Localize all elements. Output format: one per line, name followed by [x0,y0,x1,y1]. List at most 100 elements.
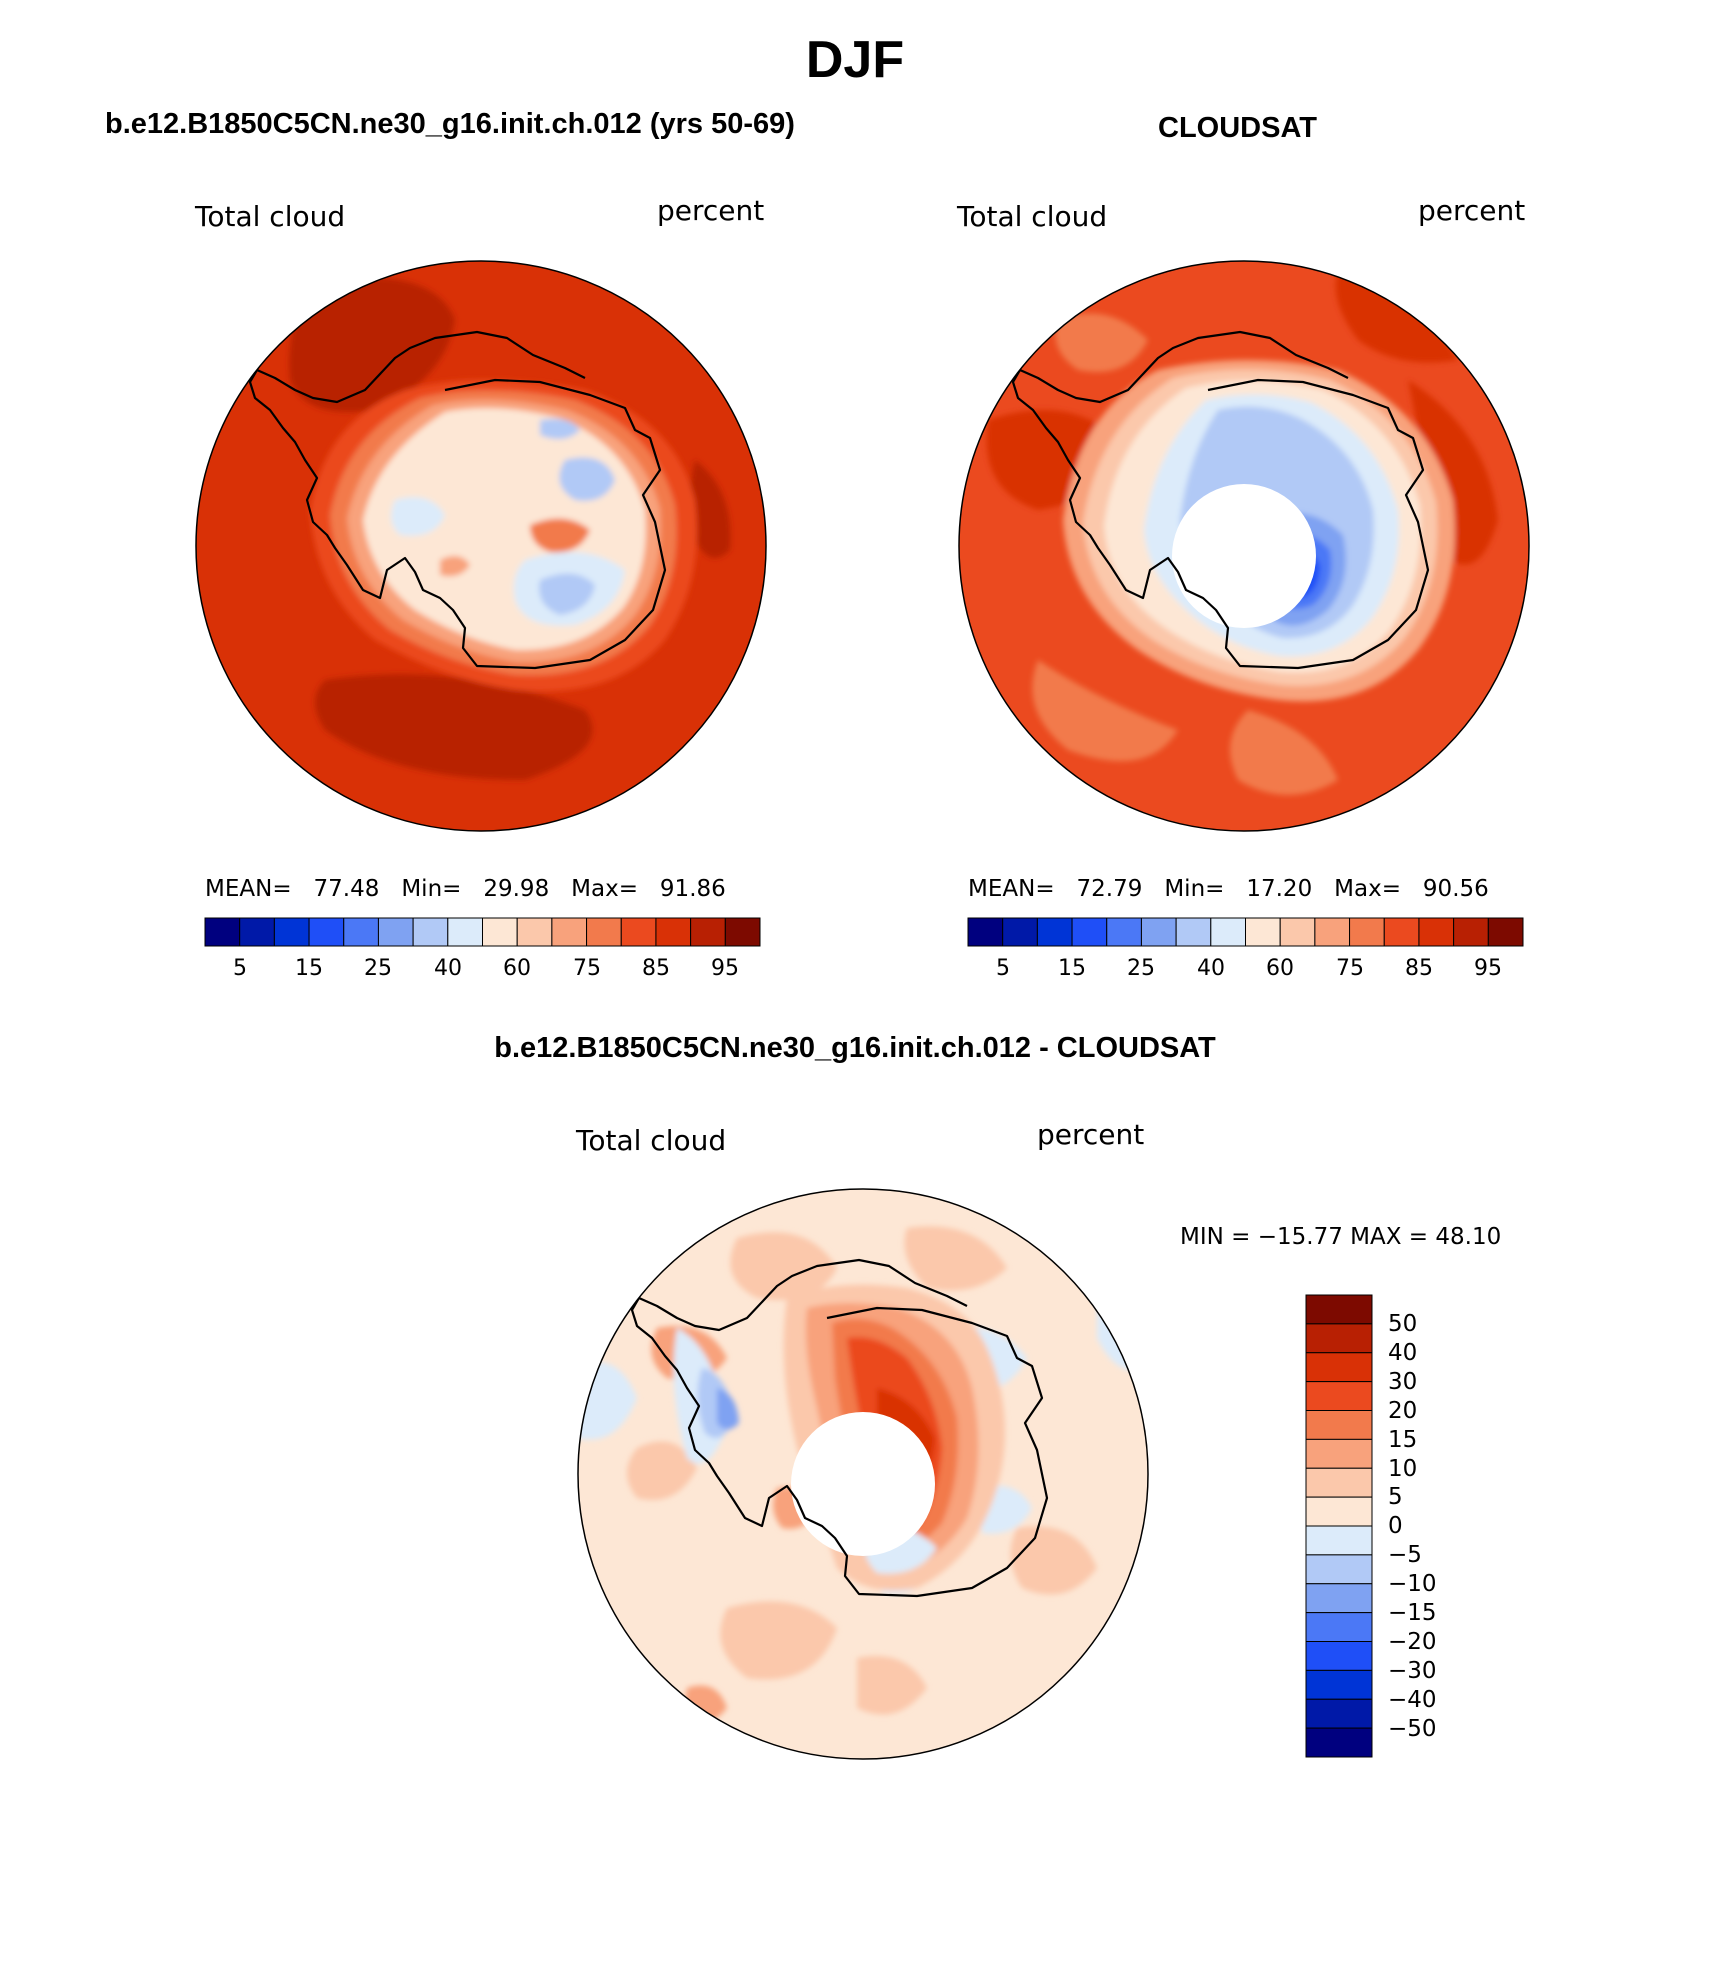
colorbar-box [1305,1438,1373,1469]
colorbar-tick: 95 [1474,956,1502,981]
colorbar-label: −50 [1388,1716,1437,1742]
min-label: Min= [1164,876,1225,902]
right-label-difference: percent [1037,1118,1145,1151]
colorbar-box [620,917,657,947]
colorbar-tick: 5 [233,956,247,981]
colorbar-tick: 75 [573,956,601,981]
colorbar-box [1418,917,1455,947]
coastline-model [248,330,667,670]
colorbar-box [447,917,483,947]
left-label-model: Total cloud [195,200,346,233]
colorbar-box [1210,917,1246,947]
colorbar-cloudsat [967,917,1524,947]
colorbar-box [1305,1612,1373,1642]
colorbar-box [1002,917,1038,947]
panel-title-difference: b.e12.B1850C5CN.ne30_g16.init.ch.012 - C… [494,1032,1216,1064]
colorbar-tick: 5 [996,956,1010,981]
colorbar-box [204,917,241,947]
min-label: Min= [401,876,462,902]
colorbar-box [1453,917,1489,947]
colorbar-box [586,917,622,947]
colorbar-box [273,917,310,947]
polar-map-cloudsat [958,260,1530,832]
coastline-cloudsat [1011,330,1430,670]
difference-field [578,1189,1148,1759]
colorbar-box [1245,917,1281,947]
max-value: 91.86 [659,876,726,902]
colorbar-tick: 60 [1266,956,1294,981]
colorbar-label: 15 [1388,1427,1418,1453]
colorbar-box [1305,1554,1373,1585]
mean-label: MEAN= [205,876,292,902]
colorbar-label: 50 [1388,1311,1418,1337]
panel-title-model: b.e12.B1850C5CN.ne30_g16.init.ch.012 (yr… [105,108,795,140]
colorbar-box [1140,917,1177,947]
colorbar-box [1106,917,1142,947]
colorbar-box [482,917,518,947]
panel-title-cloudsat: CLOUDSAT [1158,112,1317,144]
colorbar-label: −10 [1388,1571,1437,1597]
colorbar-label: 0 [1388,1513,1403,1539]
colorbar-box [1279,917,1316,947]
colorbar-label: −15 [1388,1600,1437,1626]
colorbar-box [1305,1323,1373,1354]
colorbar-box [1305,1381,1373,1411]
colorbar-box [412,917,449,947]
colorbar-tick: 25 [1127,956,1155,981]
colorbar-tick: 25 [364,956,392,981]
colorbar-label: −40 [1388,1687,1437,1713]
stats-model: MEAN= 77.48 Min= 29.98 Max= 91.86 [205,876,726,902]
colorbar-label: 30 [1388,1369,1418,1395]
colorbar-label: 10 [1388,1456,1418,1482]
colorbar-box [1383,917,1420,947]
colorbar-box [1305,1525,1373,1556]
right-label-cloudsat: percent [1418,194,1526,227]
max-label: Max= [1334,876,1401,902]
colorbar-box [308,917,345,947]
colorbar-tick: 40 [434,956,462,981]
left-label-difference: Total cloud [576,1124,727,1157]
colorbar-box [724,917,761,947]
mean-value: 72.79 [1076,876,1143,902]
colorbar-box [1305,1410,1373,1440]
polar-map-difference [577,1188,1149,1760]
colorbar-tick: 95 [711,956,739,981]
colorbar-tick: 85 [1405,956,1433,981]
colorbar-box [1036,917,1073,947]
colorbar-box [1305,1467,1373,1498]
colorbar-box [1305,1727,1373,1758]
colorbar-box [1305,1294,1373,1325]
colorbar-tick: 60 [503,956,531,981]
colorbar-box [1175,917,1212,947]
min-value: 29.98 [483,876,550,902]
stats-cloudsat: MEAN= 72.79 Min= 17.20 Max= 90.56 [968,876,1489,902]
coastline-difference [630,1258,1049,1598]
mean-value: 77.48 [313,876,380,902]
colorbar-box [1487,917,1524,947]
colorbar-label: −20 [1388,1629,1437,1655]
difference-minmax: MIN = −15.77 MAX = 48.10 [1180,1224,1502,1250]
figure-title: DJF [805,31,905,89]
model-field [196,261,766,831]
colorbar-box [1305,1583,1373,1614]
colorbar-box [690,917,726,947]
colorbar-box [239,917,275,947]
colorbar-box [1305,1352,1373,1383]
colorbar-box [1305,1698,1373,1729]
colorbar-label: 40 [1388,1340,1418,1366]
colorbar-label: 20 [1388,1398,1418,1424]
colorbar-box [1305,1669,1373,1700]
colorbar-label: −5 [1388,1542,1422,1568]
colorbar-label: 5 [1388,1484,1403,1510]
colorbar-box [1314,917,1351,947]
max-label: Max= [571,876,638,902]
colorbar-box [343,917,379,947]
colorbar-tick: 15 [1058,956,1086,981]
colorbar-box [655,917,692,947]
colorbar-model [204,917,761,947]
colorbar-box [1071,917,1108,947]
colorbar-tick: 85 [642,956,670,981]
colorbar-tick: 15 [295,956,323,981]
colorbar-box [967,917,1004,947]
cloudsat-field [959,261,1529,831]
